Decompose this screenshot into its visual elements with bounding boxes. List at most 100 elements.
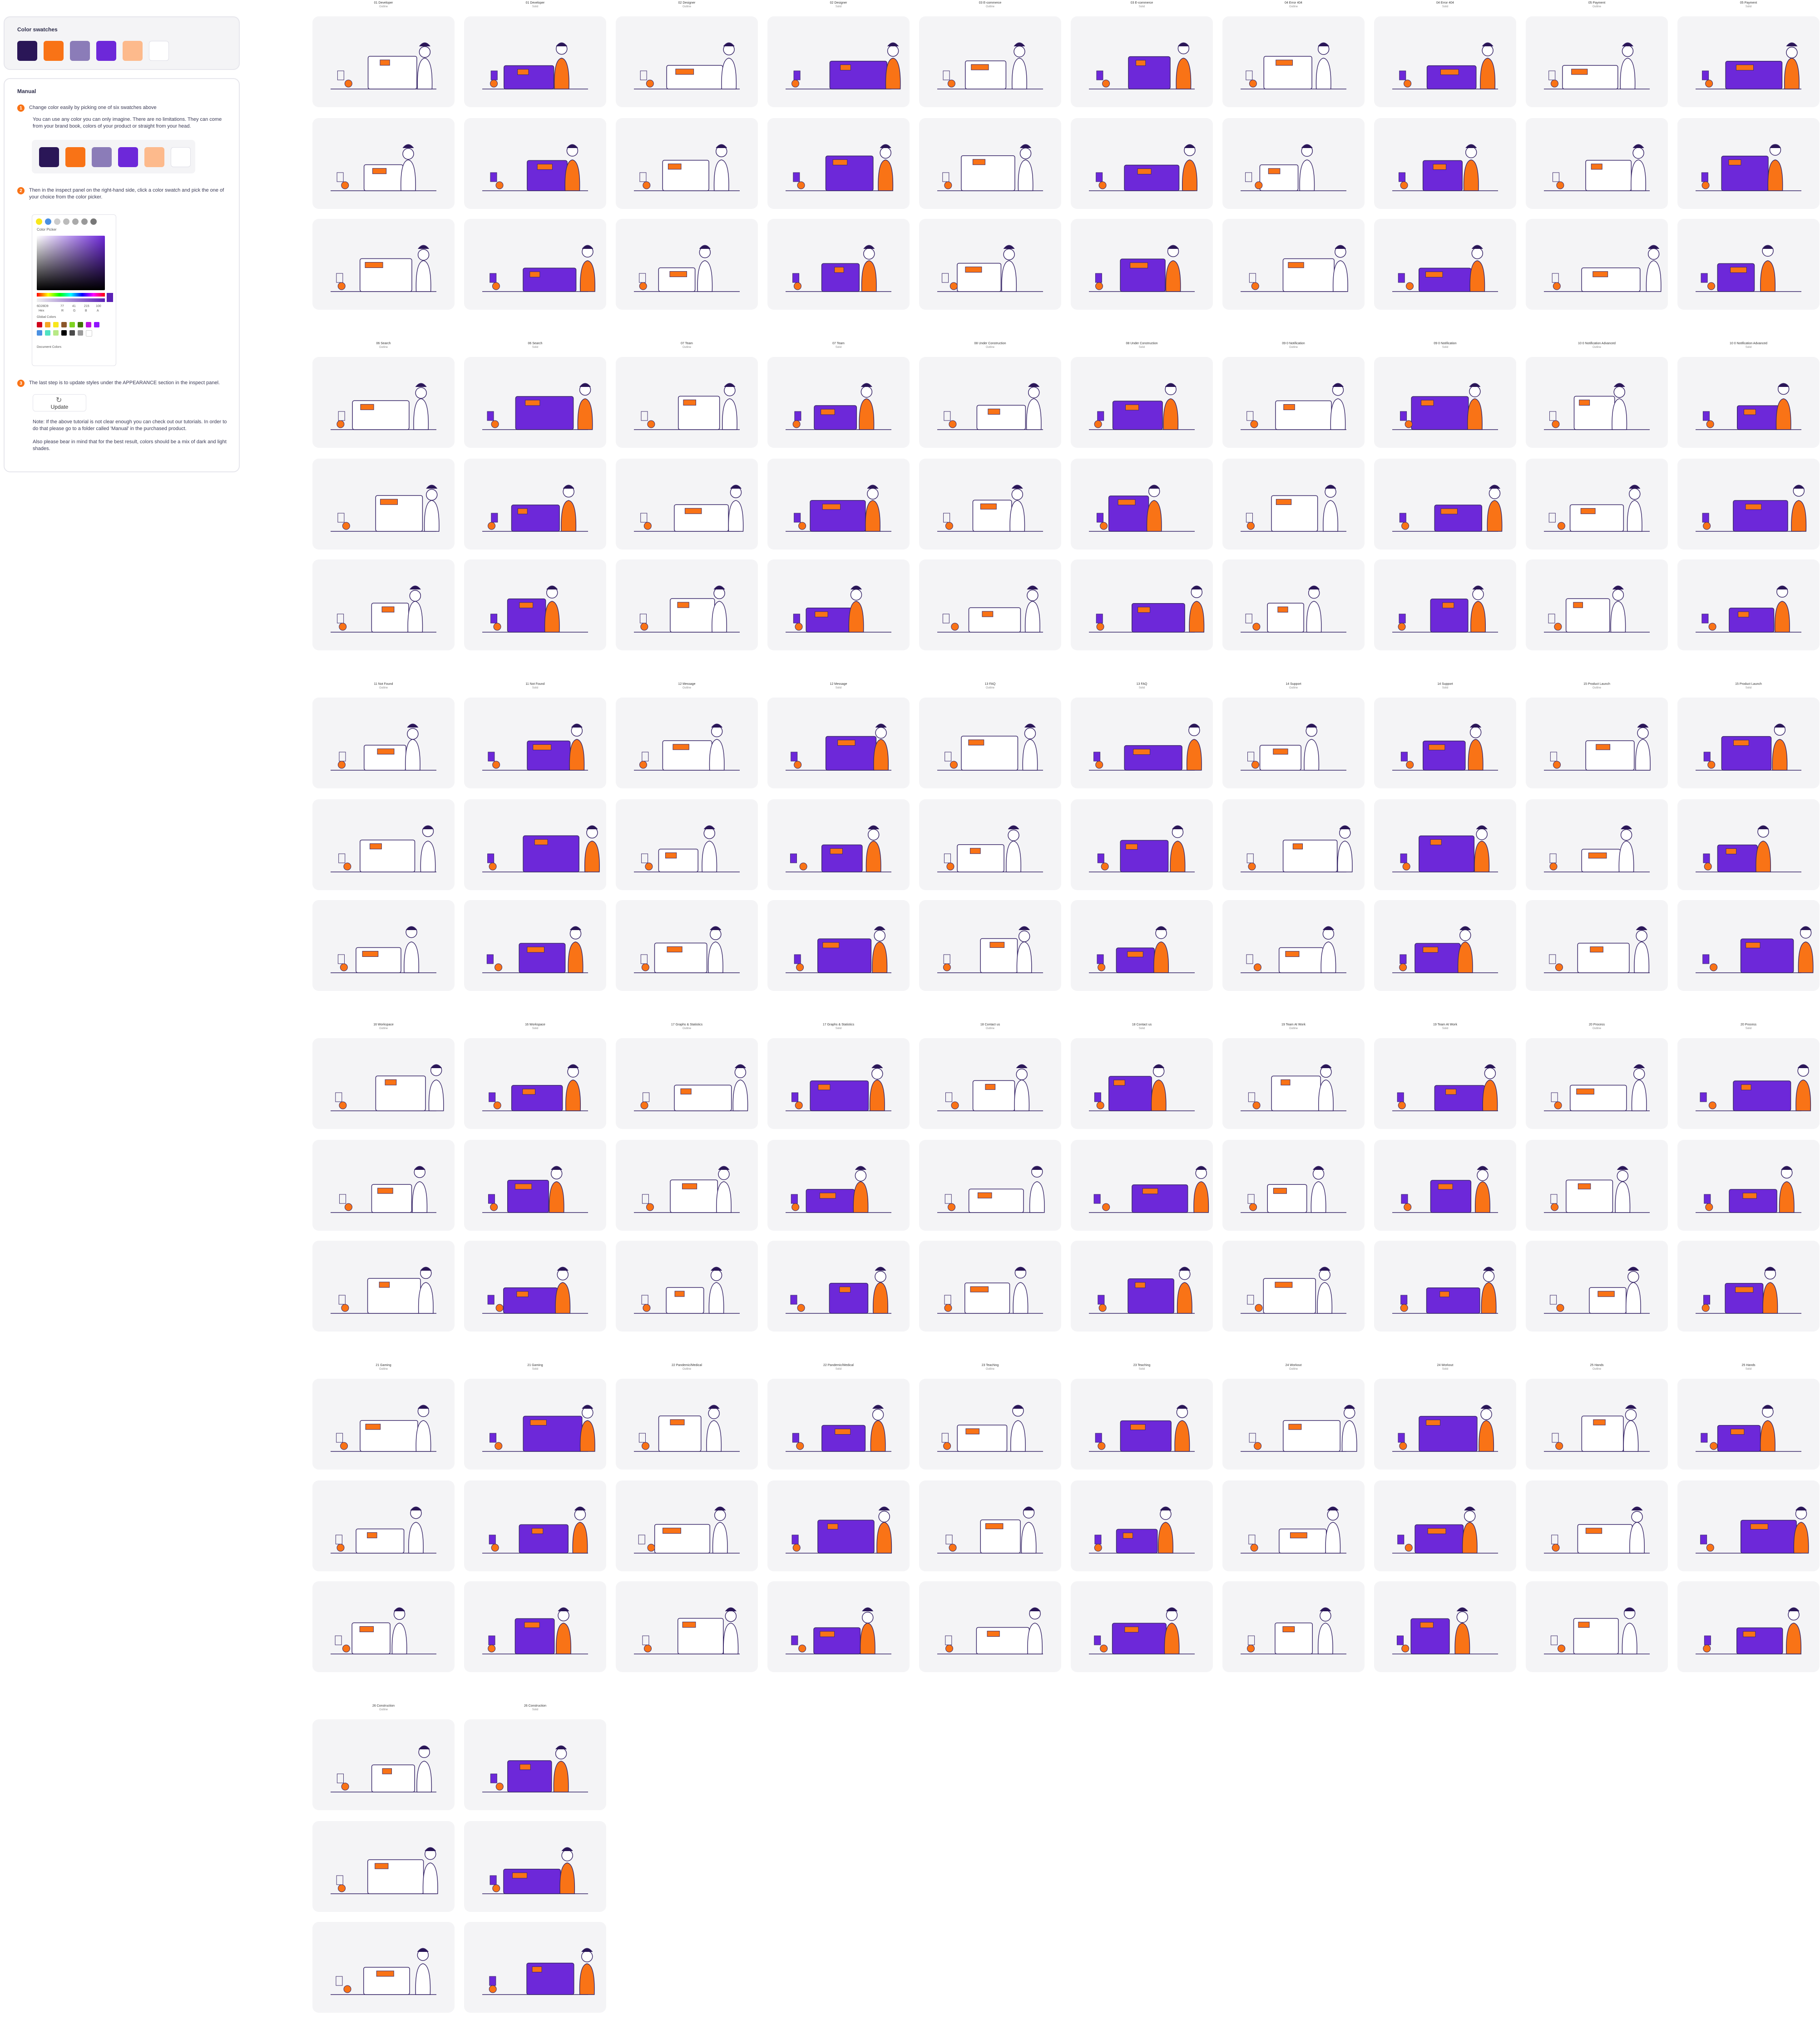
illustration-card[interactable] [767,459,910,550]
illustration-card[interactable] [1677,900,1820,991]
illustration-card[interactable] [464,1241,606,1332]
illustration-card[interactable] [464,1140,606,1231]
illustration-card[interactable] [616,1379,758,1470]
illustration-card[interactable] [464,219,606,310]
alpha-slider[interactable] [37,298,105,302]
a-value[interactable]: 100 [96,305,101,308]
illustration-card[interactable] [464,357,606,448]
illustration-card[interactable] [312,900,455,991]
hex-value[interactable]: 6D28D9 [37,305,49,308]
illustration-card[interactable] [1222,1038,1365,1129]
illustration-card[interactable] [464,1379,606,1470]
illustration-card[interactable] [312,559,455,650]
color-fill-icon[interactable] [45,218,51,225]
illustration-card[interactable] [312,1719,455,1810]
illustration-card[interactable] [1222,357,1365,448]
illustration-card[interactable] [767,799,910,890]
illustration-card[interactable] [1526,900,1668,991]
illustration-card[interactable] [616,1140,758,1231]
illustration-card[interactable] [464,1581,606,1672]
image-fill-icon[interactable] [81,218,88,225]
illustration-card[interactable] [1526,1480,1668,1571]
illustration-card[interactable] [919,1241,1061,1332]
illustration-card[interactable] [1071,357,1213,448]
solid-fill-icon[interactable] [36,218,42,225]
illustration-card[interactable] [767,1379,910,1470]
illustration-card[interactable] [1374,1038,1516,1129]
illustration-card[interactable] [767,559,910,650]
illustration-card[interactable] [1222,1140,1365,1231]
illustration-card[interactable] [616,118,758,209]
color-swatch-3[interactable] [70,41,90,61]
illustration-card[interactable] [767,1581,910,1672]
illustration-card[interactable] [1071,118,1213,209]
color-swatch-6[interactable] [149,41,169,61]
illustration-card[interactable] [1374,1140,1516,1231]
illustration-card[interactable] [1222,559,1365,650]
color-swatch-5[interactable] [123,41,143,61]
illustration-card[interactable] [464,559,606,650]
color-swatch-6[interactable] [171,147,191,167]
illustration-card[interactable] [616,900,758,991]
illustration-card[interactable] [919,1480,1061,1571]
illustration-card[interactable] [919,459,1061,550]
illustration-card[interactable] [1222,1581,1365,1672]
illustration-card[interactable] [1677,1140,1820,1231]
illustration-card[interactable] [1374,698,1516,788]
illustration-card[interactable] [919,698,1061,788]
illustration-card[interactable] [1071,900,1213,991]
hue-slider[interactable] [37,293,105,297]
illustration-card[interactable] [767,900,910,991]
illustration-card[interactable] [1526,219,1668,310]
noise-fill-icon[interactable] [90,218,97,225]
global-color-swatch[interactable] [53,322,59,327]
illustration-card[interactable] [1222,16,1365,107]
illustration-card[interactable] [464,799,606,890]
illustration-card[interactable] [767,698,910,788]
illustration-card[interactable] [1526,118,1668,209]
illustration-card[interactable] [1222,1241,1365,1332]
illustration-card[interactable] [1374,559,1516,650]
color-swatch-4[interactable] [96,41,116,61]
illustration-card[interactable] [1222,698,1365,788]
color-swatch-4[interactable] [118,147,138,167]
illustration-card[interactable] [1071,1241,1213,1332]
global-color-swatch[interactable] [45,330,50,336]
illustration-card[interactable] [919,1581,1061,1672]
illustration-card[interactable] [1374,459,1516,550]
illustration-card[interactable] [1374,1241,1516,1332]
update-button[interactable]: ↻ Update [33,394,86,411]
illustration-card[interactable] [1222,1379,1365,1470]
illustration-card[interactable] [1526,357,1668,448]
illustration-card[interactable] [919,1140,1061,1231]
illustration-card[interactable] [767,1140,910,1231]
illustration-card[interactable] [767,1241,910,1332]
illustration-card[interactable] [919,16,1061,107]
illustration-card[interactable] [464,459,606,550]
illustration-card[interactable] [1526,1241,1668,1332]
illustration-card[interactable] [1374,16,1516,107]
illustration-card[interactable] [1071,16,1213,107]
illustration-card[interactable] [312,357,455,448]
angular-gradient-icon[interactable] [72,218,79,225]
illustration-card[interactable] [312,16,455,107]
illustration-card[interactable] [312,118,455,209]
illustration-card[interactable] [1222,219,1365,310]
illustration-card[interactable] [1071,1038,1213,1129]
illustration-card[interactable] [919,1379,1061,1470]
illustration-card[interactable] [464,118,606,209]
illustration-card[interactable] [1222,118,1365,209]
illustration-card[interactable] [919,799,1061,890]
global-color-swatch[interactable] [45,322,50,327]
illustration-card[interactable] [1374,1379,1516,1470]
illustration-card[interactable] [919,900,1061,991]
illustration-card[interactable] [1526,559,1668,650]
illustration-card[interactable] [1677,219,1820,310]
illustration-card[interactable] [919,559,1061,650]
illustration-card[interactable] [767,118,910,209]
illustration-card[interactable] [1526,698,1668,788]
illustration-card[interactable] [464,698,606,788]
illustration-card[interactable] [464,1922,606,2013]
illustration-card[interactable] [1526,799,1668,890]
illustration-card[interactable] [1526,459,1668,550]
